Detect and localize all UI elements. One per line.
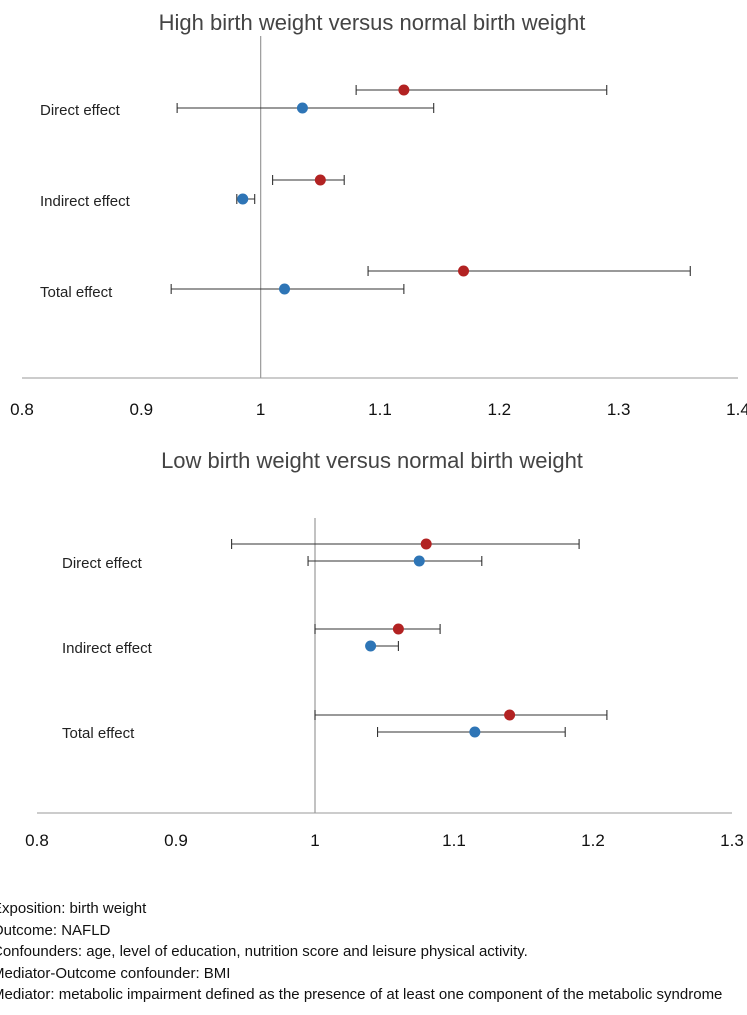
point-estimate-total-a	[504, 709, 516, 721]
point-estimate-total-b	[469, 726, 481, 738]
footnote-confounders: Confounders: age, level of education, nu…	[0, 943, 528, 960]
point-estimate-direct-b	[413, 555, 425, 567]
category-label-indirect-low: Indirect effect	[62, 640, 153, 657]
category-label-direct-low: Direct effect	[62, 555, 143, 572]
x-tick-label: 1.1	[442, 831, 466, 850]
x-tick-label: 1.2	[488, 400, 512, 419]
category-label-total-high: Total effect	[40, 284, 113, 301]
footnotes: Exposition: birth weight Outcome: NAFLD …	[0, 898, 747, 1006]
point-estimate-indirect-a	[314, 174, 326, 186]
x-tick-label: 1.3	[720, 831, 744, 850]
x-tick-label: 1	[310, 831, 319, 850]
x-tick-label: 0.9	[164, 831, 188, 850]
category-label-indirect-high: Indirect effect	[40, 193, 131, 210]
ci-whisker-direct-a	[231, 539, 580, 549]
ci-whisker-indirect-a	[272, 175, 345, 185]
footnote-outcome: Outcome: NAFLD	[0, 921, 111, 939]
panel-high-birth-weight: High birth weight versus normal birth we…	[10, 10, 747, 419]
x-tick-label: 1	[256, 400, 265, 419]
ci-whisker-indirect-a	[314, 624, 441, 634]
ci-whisker-direct-b	[307, 556, 483, 566]
x-tick-label: 0.8	[10, 400, 34, 419]
point-estimate-direct-a	[398, 84, 410, 96]
point-estimate-indirect-a	[392, 623, 404, 635]
forest-plots: High birth weight versus normal birth we…	[10, 10, 747, 850]
category-label-direct-high: Direct effect	[40, 102, 121, 119]
point-estimate-direct-a	[420, 538, 432, 550]
x-tick-label: 1.3	[607, 400, 631, 419]
ci-whisker-total-a	[314, 710, 608, 720]
point-estimate-total-a	[458, 265, 470, 277]
x-tick-label: 1.2	[581, 831, 605, 850]
x-tick-label: 1.1	[368, 400, 392, 419]
chart-title-high: High birth weight versus normal birth we…	[159, 10, 586, 35]
category-label-total-low: Total effect	[62, 725, 135, 742]
footnote-mediator: Mediator: metabolic impairment defined a…	[0, 986, 723, 1003]
panel-low-birth-weight: Low birth weight versus normal birth wei…	[25, 448, 744, 850]
x-tick-label: 0.9	[130, 400, 154, 419]
ci-whisker-total-a	[367, 266, 691, 276]
ci-whisker-direct-a	[355, 85, 608, 95]
point-estimate-indirect-b	[365, 640, 377, 652]
x-tick-label: 0.8	[25, 831, 49, 850]
point-estimate-total-b	[279, 283, 291, 295]
footnote-mediator-outcome-confounder: Mediator-Outcome confounder: BMI	[0, 964, 231, 982]
point-estimate-direct-b	[296, 102, 308, 114]
footnote-exposition: Exposition: birth weight	[0, 900, 147, 917]
x-tick-label: 1.4	[726, 400, 747, 419]
point-estimate-indirect-b	[237, 193, 249, 205]
chart-title-low: Low birth weight versus normal birth wei…	[161, 448, 583, 473]
